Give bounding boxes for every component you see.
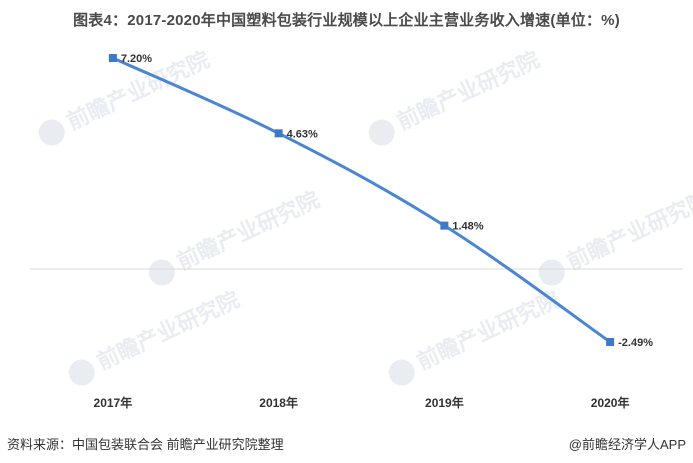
data-point-marker xyxy=(440,221,449,230)
markers-group xyxy=(108,54,615,346)
data-label: 7.20% xyxy=(121,53,152,65)
series-line xyxy=(111,56,612,344)
data-label: 1.48% xyxy=(452,221,483,233)
chart-title: 图表4：2017-2020年中国塑料包装行业规模以上企业主营业务收入增速(单位：… xyxy=(73,12,620,29)
x-tick-label: 2020年 xyxy=(591,395,630,410)
x-tick-label: 2018年 xyxy=(259,395,298,410)
data-label: -2.49% xyxy=(618,337,653,349)
x-axis-tick-labels: 2017年 2018年 2019年 2020年 xyxy=(94,395,630,410)
source-note: 资料来源：中国包装联合会 前瞻产业研究院整理 xyxy=(7,437,284,452)
x-tick-label: 2017年 xyxy=(94,395,133,410)
data-point-marker xyxy=(274,129,283,138)
data-label: 4.63% xyxy=(287,128,318,140)
data-labels-group: 7.20% 4.63% 1.48% -2.49% xyxy=(121,53,653,349)
data-point-marker xyxy=(108,54,117,63)
data-point-marker xyxy=(606,337,615,346)
brand-credit: @前瞻经济学人APP xyxy=(568,437,686,452)
x-tick-label: 2019年 xyxy=(425,395,464,410)
